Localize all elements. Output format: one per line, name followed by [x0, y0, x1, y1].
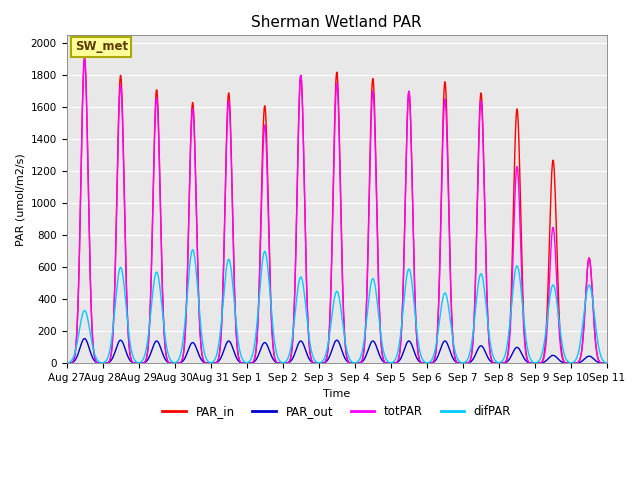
difPAR [534, 359, 542, 364]
totPAR [593, 348, 600, 353]
difPAR [63, 360, 70, 366]
PAR_out [125, 355, 132, 360]
difPAR [189, 247, 196, 252]
X-axis label: Time: Time [323, 389, 350, 399]
Line: PAR_out: PAR_out [67, 338, 607, 363]
difPAR [603, 360, 611, 366]
Line: PAR_in: PAR_in [67, 58, 607, 363]
totPAR [81, 57, 88, 62]
PAR_in [294, 177, 301, 183]
PAR_in [81, 55, 88, 60]
totPAR [534, 360, 542, 366]
PAR_in [157, 203, 164, 209]
PAR_out [81, 336, 88, 341]
Y-axis label: PAR (umol/m2/s): PAR (umol/m2/s) [15, 153, 25, 246]
totPAR [270, 351, 278, 357]
PAR_out [270, 358, 278, 363]
difPAR [270, 334, 278, 340]
PAR_out [593, 359, 600, 364]
PAR_out [294, 343, 301, 349]
totPAR [63, 360, 70, 366]
difPAR [156, 288, 164, 293]
Line: totPAR: totPAR [67, 60, 607, 363]
totPAR [157, 207, 164, 213]
Legend: PAR_in, PAR_out, totPAR, difPAR: PAR_in, PAR_out, totPAR, difPAR [158, 401, 516, 423]
totPAR [294, 177, 301, 183]
Title: Sherman Wetland PAR: Sherman Wetland PAR [252, 15, 422, 30]
totPAR [125, 333, 132, 339]
PAR_in [125, 332, 132, 338]
PAR_out [534, 360, 542, 366]
PAR_out [603, 360, 611, 366]
PAR_out [63, 360, 70, 366]
difPAR [593, 330, 600, 336]
PAR_in [534, 360, 542, 366]
difPAR [294, 290, 301, 296]
PAR_out [157, 344, 164, 350]
totPAR [603, 360, 611, 366]
PAR_in [270, 350, 278, 356]
difPAR [124, 324, 132, 330]
PAR_in [603, 360, 611, 366]
PAR_in [63, 360, 70, 366]
Text: SW_met: SW_met [75, 40, 128, 53]
PAR_in [593, 348, 600, 353]
Line: difPAR: difPAR [67, 250, 607, 363]
